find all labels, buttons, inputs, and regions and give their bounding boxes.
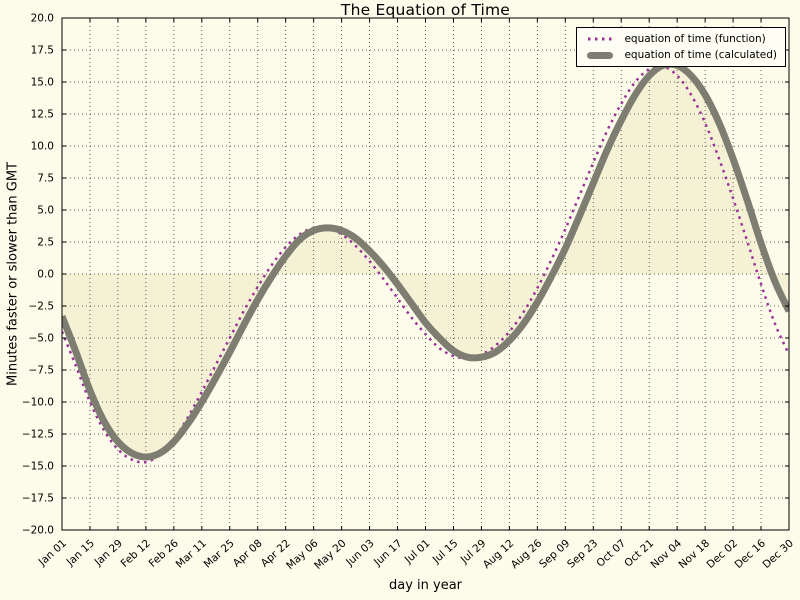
y-tick-label: −12.5 [22,429,54,441]
x-tick-label: Jun 17 [371,537,404,569]
x-tick-label: Apr 08 [231,537,265,569]
legend-label-function: equation of time (function) [624,33,766,45]
y-tick-label: 2.5 [37,237,54,249]
y-tick-label: 10.0 [31,141,54,153]
y-tick-label: −5.0 [29,333,55,345]
x-tick-label: Jul 15 [430,537,461,566]
x-tick-label: Jun 03 [343,537,376,569]
grid-lines [61,17,790,531]
x-tick-label: Feb 12 [119,537,153,570]
fill-between-area [62,64,789,458]
x-tick-label: Jul 01 [402,537,433,566]
y-tick-label: 5.0 [37,205,54,217]
y-tick-label: 7.5 [37,173,54,185]
legend: equation of time (function) equation of … [576,27,786,67]
chart-title: The Equation of Time [340,1,511,19]
x-tick-label: Jan 29 [92,537,125,569]
tick-marks [61,17,790,531]
x-tick-label: Aug 26 [509,537,545,571]
x-tick-label: Dec 30 [760,537,796,571]
x-tick-label: May 20 [312,537,349,572]
x-tick-label: Mar 25 [202,537,237,570]
x-axis-label: day in year [388,578,463,593]
x-tick-label: Jan 15 [64,537,97,569]
dotted-line-icon [588,37,613,41]
y-tick-label: 0.0 [37,269,54,281]
y-tick-label: −2.5 [29,301,55,313]
y-tick-label: −10.0 [22,397,54,409]
legend-label-calculated: equation of time (calculated) [624,49,777,61]
legend-item-calculated: equation of time (calculated) [584,49,777,61]
x-tick-label: Nov 18 [676,537,712,571]
y-tick-label: −17.5 [22,493,54,505]
y-tick-label: 17.5 [31,45,54,57]
legend-item-function: equation of time (function) [584,33,777,45]
y-tick-label: 15.0 [31,77,54,89]
x-tick-label: Mar 11 [174,537,209,570]
y-tick-label: −20.0 [22,525,54,537]
y-tick-label: 12.5 [31,109,54,121]
x-tick-label: Oct 07 [594,537,628,569]
y-tick-label: 20.0 [31,13,54,25]
x-tick-label: Jan 01 [36,537,69,569]
x-tick-label: Sep 23 [565,537,600,570]
y-tick-label: −15.0 [22,461,54,473]
thick-line-icon [587,51,614,59]
x-tick-label: Sep 09 [537,537,572,570]
y-axis-label: Minutes faster or slower than GMT [5,162,21,386]
y-tick-label: −7.5 [29,365,55,377]
